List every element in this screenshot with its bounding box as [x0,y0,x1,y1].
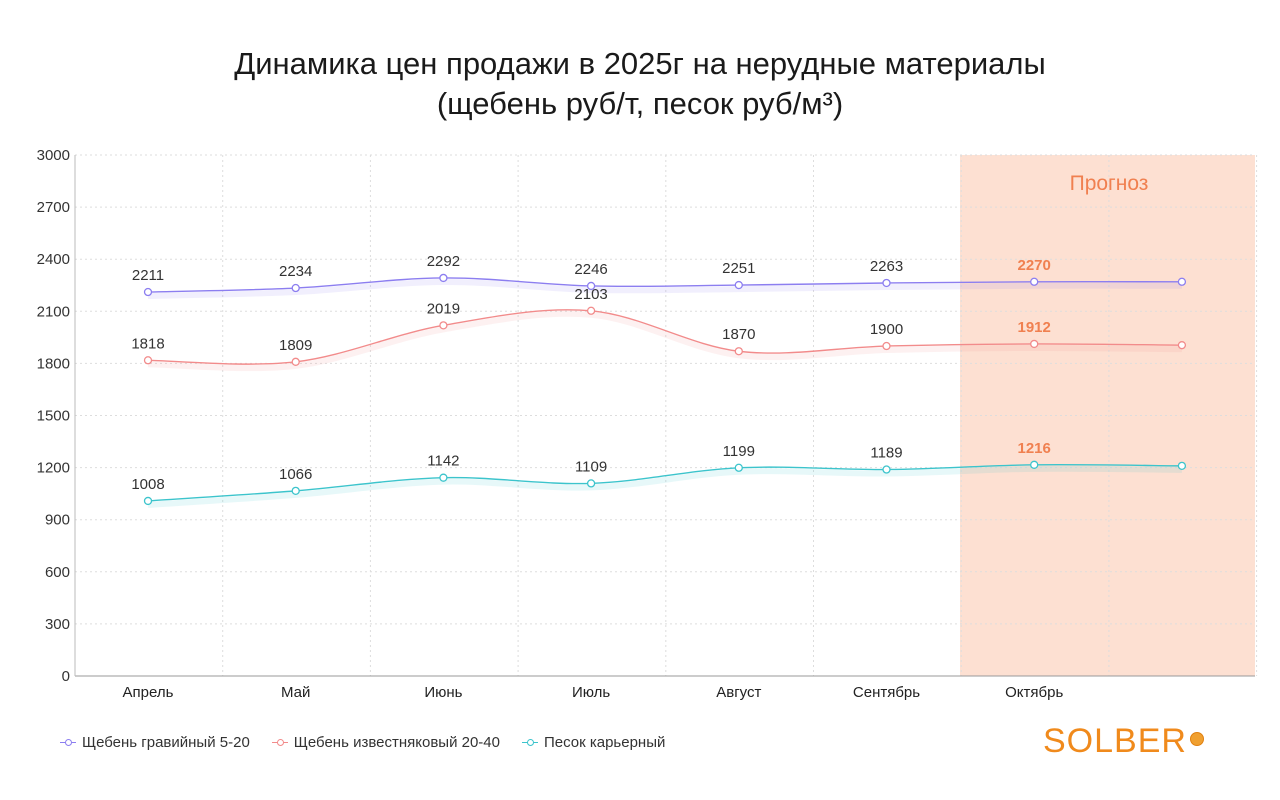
data-label: 1809 [279,337,312,354]
data-point[interactable] [734,280,743,290]
data-label: 1216 [1018,440,1051,457]
data-label: 2292 [427,253,460,270]
data-point[interactable] [1030,277,1039,286]
chart-title-line-1: Динамика цен продажи в 2025г на нерудные… [234,46,1046,81]
data-point[interactable] [734,463,743,472]
data-point[interactable] [143,356,153,365]
y-tick-label: 1500 [37,408,70,425]
legend-marker-icon [521,738,538,748]
data-point[interactable] [291,357,300,366]
data-point[interactable] [143,287,153,297]
legend-marker-icon [60,738,76,748]
series-line-shadow [147,465,1182,508]
y-tick-label: 300 [45,616,70,633]
x-tick-label: Сентябрь [853,684,920,701]
data-label: 2263 [870,258,903,275]
data-label: 1109 [575,458,607,475]
data-label: 1912 [1018,319,1051,336]
x-tick-label: Май [281,684,310,701]
y-tick-label: 900 [45,512,70,529]
data-point[interactable] [1177,461,1187,471]
data-point[interactable] [1030,460,1039,469]
x-tick-label: Апрель [123,684,174,701]
series-line [147,309,1182,365]
data-point[interactable] [291,486,300,496]
legend-label: Щебень известняковый 20-40 [293,734,500,751]
data-label: 2251 [722,260,755,277]
data-label: 1189 [870,445,902,462]
y-tick-label: 0 [62,668,70,685]
data-label: 2234 [279,263,312,280]
data-label: 1066 [279,466,312,483]
data-point[interactable] [1030,339,1039,349]
y-tick-label: 1200 [37,460,70,477]
legend-item[interactable]: Щебень гравийный 5-20 [60,734,250,751]
x-tick-label: Июнь [424,684,462,701]
chart-title-line-2: (щебень руб/т, песок руб/м³) [436,86,844,121]
series: 2211 2234 2292 2246 2251 2263 2270 1818 1809 2019… [131,253,1187,508]
data-label: 2103 [574,286,607,303]
data-label: 2246 [574,261,607,278]
series-3: 1008 1066 1142 1109 1199 1189 1216 [131,440,1187,508]
data-point[interactable] [734,347,743,356]
data-label: 1870 [722,326,755,343]
data-point[interactable] [1177,341,1187,350]
legend: Щебень гравийный 5-20 Щебень известняковы… [60,734,665,751]
series-line-shadow [147,278,1182,300]
data-label: 2019 [427,300,460,317]
series-line [147,463,1182,502]
data-label: 2270 [1018,257,1051,274]
data-label: 1142 [427,453,459,470]
legend-item[interactable]: Песок карьерный [521,734,666,751]
data-point[interactable] [439,473,448,482]
data-point[interactable] [291,283,300,293]
data-label: 1008 [131,476,164,493]
x-tick-label: Октябрь [1005,684,1063,701]
data-point[interactable] [439,273,448,283]
logo-mark-icon [1189,731,1204,746]
data-label: 1818 [131,335,164,352]
data-point[interactable] [882,278,891,288]
data-point[interactable] [586,306,596,315]
legend-label: Щебень гравийный 5-20 [82,734,250,751]
data-point[interactable] [586,479,596,488]
forecast-label: Прогноз [1070,172,1149,195]
y-tick-label: 2700 [37,199,70,216]
y-tick-label: 1800 [37,355,70,372]
series-1: 2211 2234 2292 2246 2251 2263 2270 [132,253,1187,300]
legend-label: Песок карьерный [543,734,666,751]
legend-marker-icon [271,738,288,748]
data-label: 2211 [132,267,164,284]
data-point[interactable] [439,321,448,330]
y-tick-label: 3000 [37,147,70,164]
y-tick-label: 2100 [37,303,70,320]
x-tick-label: Июль [572,684,610,701]
series-line [147,277,1182,293]
y-tick-label: 2400 [37,251,70,268]
data-point[interactable] [1177,277,1187,286]
legend-item[interactable]: Щебень известняковый 20-40 [271,734,500,751]
solber-logo: SOLBER [1043,722,1204,761]
data-point[interactable] [882,341,891,351]
data-label: 1900 [870,321,903,338]
data-point[interactable] [143,496,153,506]
x-tick-label: Август [716,684,761,701]
chart-title: Динамика цен продажи в 2025г на нерудные… [0,44,1280,124]
y-tick-label: 600 [45,564,70,581]
series-line-shadow [147,310,1182,372]
data-point[interactable] [882,465,891,474]
data-label: 1199 [723,443,755,460]
series-2: 1818 1809 2019 2103 1870 1900 1912 [131,286,1187,372]
logo-text: SOLBER [1043,722,1187,760]
data-point[interactable] [586,281,596,291]
axes: 0 300 600 900 1200 1500 1800 2100 2400 2700 3000 Ап… [37,147,1255,701]
line-chart: 0 300 600 900 1200 1500 1800 2100 2400 2700 3000 Ап… [37,147,1258,701]
